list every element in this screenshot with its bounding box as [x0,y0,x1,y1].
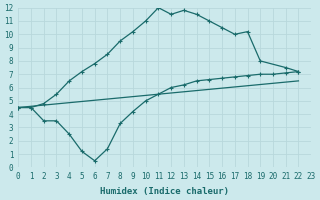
X-axis label: Humidex (Indice chaleur): Humidex (Indice chaleur) [100,187,229,196]
